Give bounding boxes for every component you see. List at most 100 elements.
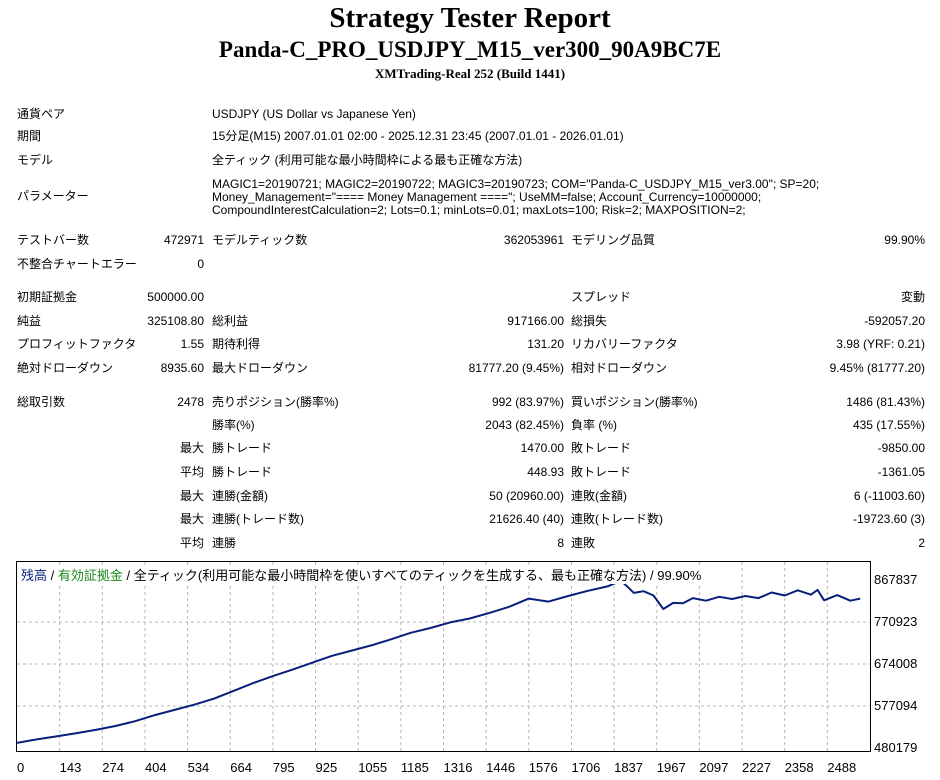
loss-rate-value: 435 (17.55%) (852, 418, 925, 432)
legend-balance: 残高 (21, 568, 48, 583)
chart-legend: 残高 / 有効証拠金 / 全ティック(利用可能な最小時間枠を使いすべてのティック… (21, 565, 704, 584)
max-consec-loss-value: -19723.60 (3) (852, 512, 925, 526)
y-tick-label: 770923 (874, 613, 918, 629)
x-tick-label: 1446 (486, 760, 516, 775)
max-prefix: 最大 (179, 512, 204, 526)
symbol-label: 通貨ペア (17, 107, 66, 121)
y-tick-label: 480179 (874, 740, 918, 755)
avg-loss-value: -1361.05 (877, 465, 925, 479)
x-tick-label: 2227 (742, 760, 771, 775)
x-tick-label: 1316 (443, 760, 473, 775)
avg-win-label: 勝トレード (212, 465, 273, 479)
x-tick-label: 534 (187, 760, 210, 775)
balance-line (17, 579, 861, 744)
profit-factor-value: 1.55 (180, 337, 204, 351)
expected-payoff-label: 期待利得 (212, 337, 261, 351)
max-consec-losses-value: 6 (-11003.60) (853, 489, 925, 503)
mismatch-value: 0 (197, 257, 204, 271)
x-tick-label: 274 (102, 760, 124, 775)
avg-consec-wins-label: 連勝 (212, 536, 237, 550)
avg-consec-losses-label: 連敗 (571, 536, 596, 550)
max-consec-profit-value: 21626.40 (40) (489, 512, 564, 526)
largest-win-value: 1470.00 (520, 441, 564, 455)
profit-factor-label: プロフィットファクタ (17, 337, 137, 351)
avg-consec-wins-value: 8 (557, 536, 564, 550)
x-tick-label: 1185 (400, 760, 429, 775)
model-label: モデル (17, 153, 54, 167)
gross-profit-label: 総利益 (212, 314, 249, 328)
long-positions-label: 買いポジション(勝率%) (571, 395, 698, 409)
params-label: パラメーター (17, 189, 89, 203)
spread-label: スプレッド (571, 290, 632, 304)
avg-loss-label: 敗トレード (571, 465, 632, 479)
total-trades-value: 2478 (177, 395, 204, 409)
x-tick-label: 2358 (784, 760, 814, 775)
average-prefix: 平均 (179, 465, 204, 479)
largest-loss-value: -9850.00 (877, 441, 925, 455)
x-tick-label: 1055 (358, 760, 388, 775)
symbol-value: USDJPY (US Dollar vs Japanese Yen) (212, 107, 416, 121)
total-trades-label: 総取引数 (17, 395, 66, 409)
largest-win-label: 勝トレード (212, 441, 273, 455)
max-consec-loss-label: 連敗(トレード数) (571, 512, 663, 526)
ticks-value: 362053961 (503, 233, 564, 247)
balance-chart: 残高 / 有効証拠金 / 全ティック(利用可能な最小時間枠を使いすべてのティック… (16, 561, 871, 752)
model-value: 全ティック (利用可能な最小時間枠による最も正確な方法) (212, 153, 523, 167)
gross-profit-value: 917166.00 (507, 314, 564, 328)
bars-value: 472971 (163, 233, 204, 247)
win-rate-label: 勝率(%) (212, 418, 255, 432)
params-line: CompoundInterestCalculation=2; Lots=0.1;… (212, 203, 746, 217)
legend-equity: 有効証拠金 (57, 568, 123, 583)
max-consec-losses-label: 連敗(金額) (571, 489, 627, 503)
y-tick-label: 867837 (874, 572, 918, 587)
period-value: 15分足(M15) 2007.01.01 02:00 - 2025.12.31 … (212, 129, 624, 143)
recovery-factor-label: リカバリーファクタ (571, 337, 678, 351)
x-tick-label: 143 (59, 760, 82, 775)
gross-loss-label: 総損失 (571, 314, 608, 328)
net-profit-value: 325108.80 (147, 314, 204, 328)
x-tick-label: 2488 (827, 760, 857, 775)
recovery-factor-value: 3.98 (YRF: 0.21) (836, 337, 925, 351)
rel-drawdown-value: 9.45% (81777.20) (829, 361, 925, 375)
legend-separator: / (47, 568, 58, 583)
report-subtitle: Panda-C_PRO_USDJPY_M15_ver300_90A9BC7E (218, 37, 722, 62)
period-label: 期間 (17, 129, 42, 143)
rel-drawdown-label: 相対ドローダウン (571, 361, 668, 375)
x-tick-label: 1706 (571, 760, 601, 775)
y-tick-label: 577094 (874, 697, 918, 713)
max-drawdown-value: 81777.20 (9.45%) (468, 361, 564, 375)
x-tick-label: 1967 (656, 760, 686, 775)
avg-win-value: 448.93 (527, 465, 564, 479)
server-build: XMTrading-Real 252 (Build 1441) (374, 66, 566, 81)
bars-label: テストバー数 (17, 233, 90, 247)
net-profit-label: 純益 (17, 314, 42, 328)
x-tick-label: 1837 (614, 760, 644, 775)
spread-value: 変動 (900, 290, 925, 304)
abs-drawdown-value: 8935.60 (160, 361, 204, 375)
short-positions-label: 売りポジション(勝率%) (212, 395, 339, 409)
short-positions-value: 992 (83.97%) (491, 395, 564, 409)
win-rate-value: 2043 (82.45%) (485, 418, 564, 432)
quality-label: モデリング品質 (571, 233, 656, 247)
params-line: Money_Management="==== Money Management … (212, 190, 762, 204)
avg-consec-losses-value: 2 (918, 536, 925, 550)
gross-loss-value: -592057.20 (864, 314, 925, 328)
x-tick-label: 404 (144, 760, 167, 775)
x-tick-label: 1576 (528, 760, 558, 775)
ticks-label: モデルティック数 (212, 233, 308, 247)
average-prefix: 平均 (179, 536, 204, 550)
max-consec-profit-label: 連勝(トレード数) (212, 512, 304, 526)
max-consec-wins-value: 50 (20960.00) (489, 489, 564, 503)
largest-loss-label: 敗トレード (571, 441, 632, 455)
x-tick-label: 925 (315, 760, 338, 775)
x-tick-label: 664 (230, 760, 252, 775)
report-title: Strategy Tester Report (329, 2, 611, 34)
x-tick-label: 2097 (699, 760, 729, 775)
balance-chart-plot (17, 562, 870, 751)
long-positions-value: 1486 (81.43%) (846, 395, 925, 409)
max-prefix: 最大 (179, 489, 204, 503)
abs-drawdown-label: 絶対ドローダウン (17, 361, 114, 375)
params-line: MAGIC1=20190721; MAGIC2=20190722; MAGIC3… (212, 177, 820, 191)
quality-value: 99.90% (884, 233, 925, 247)
expected-payoff-value: 131.20 (527, 337, 564, 351)
